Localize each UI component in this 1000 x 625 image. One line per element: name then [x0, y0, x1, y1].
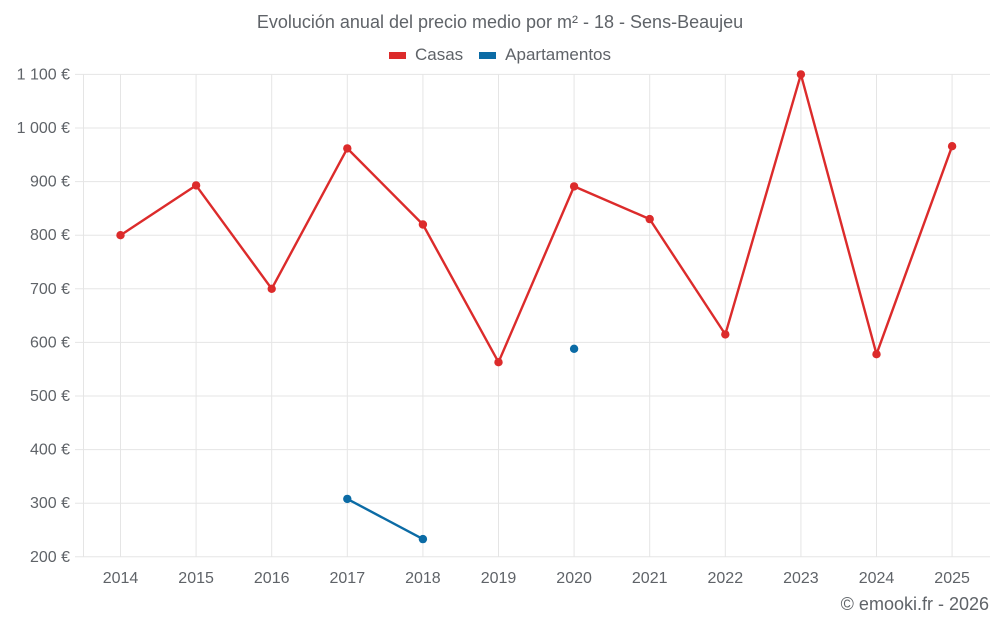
svg-text:1 100 €: 1 100 € [17, 66, 70, 83]
svg-text:500 €: 500 € [30, 388, 70, 405]
svg-text:700 €: 700 € [30, 281, 70, 298]
svg-text:2014: 2014 [103, 570, 139, 587]
svg-text:400 €: 400 € [30, 442, 70, 459]
svg-text:2019: 2019 [481, 570, 517, 587]
svg-text:2020: 2020 [556, 570, 592, 587]
svg-text:2016: 2016 [254, 570, 290, 587]
svg-text:2023: 2023 [783, 570, 819, 587]
svg-text:900 €: 900 € [30, 174, 70, 191]
svg-text:2025: 2025 [934, 570, 970, 587]
svg-text:2021: 2021 [632, 570, 668, 587]
svg-text:200 €: 200 € [30, 549, 70, 566]
svg-text:2015: 2015 [178, 570, 214, 587]
svg-text:300 €: 300 € [30, 495, 70, 512]
svg-text:1 000 €: 1 000 € [17, 120, 70, 137]
svg-text:2018: 2018 [405, 570, 441, 587]
svg-text:600 €: 600 € [30, 334, 70, 351]
svg-text:2017: 2017 [330, 570, 366, 587]
svg-text:800 €: 800 € [30, 227, 70, 244]
svg-text:2024: 2024 [859, 570, 895, 587]
svg-text:2022: 2022 [708, 570, 744, 587]
